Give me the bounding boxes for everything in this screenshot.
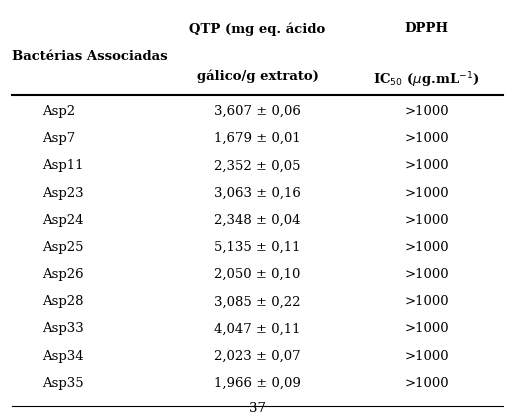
Text: Asp34: Asp34	[42, 350, 84, 363]
Text: Asp33: Asp33	[42, 323, 84, 336]
Text: Asp26: Asp26	[42, 268, 84, 281]
Text: QTP (mg eq. ácido: QTP (mg eq. ácido	[190, 22, 325, 36]
Text: Asp2: Asp2	[42, 105, 76, 118]
Text: 2,352 ± 0,05: 2,352 ± 0,05	[214, 159, 301, 172]
Text: Asp28: Asp28	[42, 295, 84, 308]
Text: 2,050 ± 0,10: 2,050 ± 0,10	[214, 268, 301, 281]
Text: >1000: >1000	[404, 377, 449, 390]
Text: 2,348 ± 0,04: 2,348 ± 0,04	[214, 214, 301, 227]
Text: >1000: >1000	[404, 159, 449, 172]
Text: 1,679 ± 0,01: 1,679 ± 0,01	[214, 132, 301, 145]
Text: >1000: >1000	[404, 214, 449, 227]
Text: >1000: >1000	[404, 105, 449, 118]
Text: DPPH: DPPH	[404, 22, 449, 35]
Text: >1000: >1000	[404, 186, 449, 199]
Text: 3,607 ± 0,06: 3,607 ± 0,06	[214, 105, 301, 118]
Text: >1000: >1000	[404, 323, 449, 336]
Text: 37: 37	[249, 402, 266, 415]
Text: >1000: >1000	[404, 241, 449, 254]
Text: 4,047 ± 0,11: 4,047 ± 0,11	[214, 323, 301, 336]
Text: >1000: >1000	[404, 268, 449, 281]
Text: 1,966 ± 0,09: 1,966 ± 0,09	[214, 377, 301, 390]
Text: 3,063 ± 0,16: 3,063 ± 0,16	[214, 186, 301, 199]
Text: 2,023 ± 0,07: 2,023 ± 0,07	[214, 350, 301, 363]
Text: >1000: >1000	[404, 132, 449, 145]
Text: 5,135 ± 0,11: 5,135 ± 0,11	[214, 241, 301, 254]
Text: >1000: >1000	[404, 350, 449, 363]
Text: Asp11: Asp11	[42, 159, 84, 172]
Text: Asp23: Asp23	[42, 186, 84, 199]
Text: Asp35: Asp35	[42, 377, 84, 390]
Text: >1000: >1000	[404, 295, 449, 308]
Text: Asp25: Asp25	[42, 241, 84, 254]
Text: 3,085 ± 0,22: 3,085 ± 0,22	[214, 295, 301, 308]
Text: gálico/g extrato): gálico/g extrato)	[197, 70, 318, 84]
Text: Bactérias Associadas: Bactérias Associadas	[12, 50, 167, 63]
Text: Asp7: Asp7	[42, 132, 76, 145]
Text: IC$_{50}$ ($\mu$g.mL$^{-1}$): IC$_{50}$ ($\mu$g.mL$^{-1}$)	[373, 70, 480, 89]
Text: Asp24: Asp24	[42, 214, 84, 227]
